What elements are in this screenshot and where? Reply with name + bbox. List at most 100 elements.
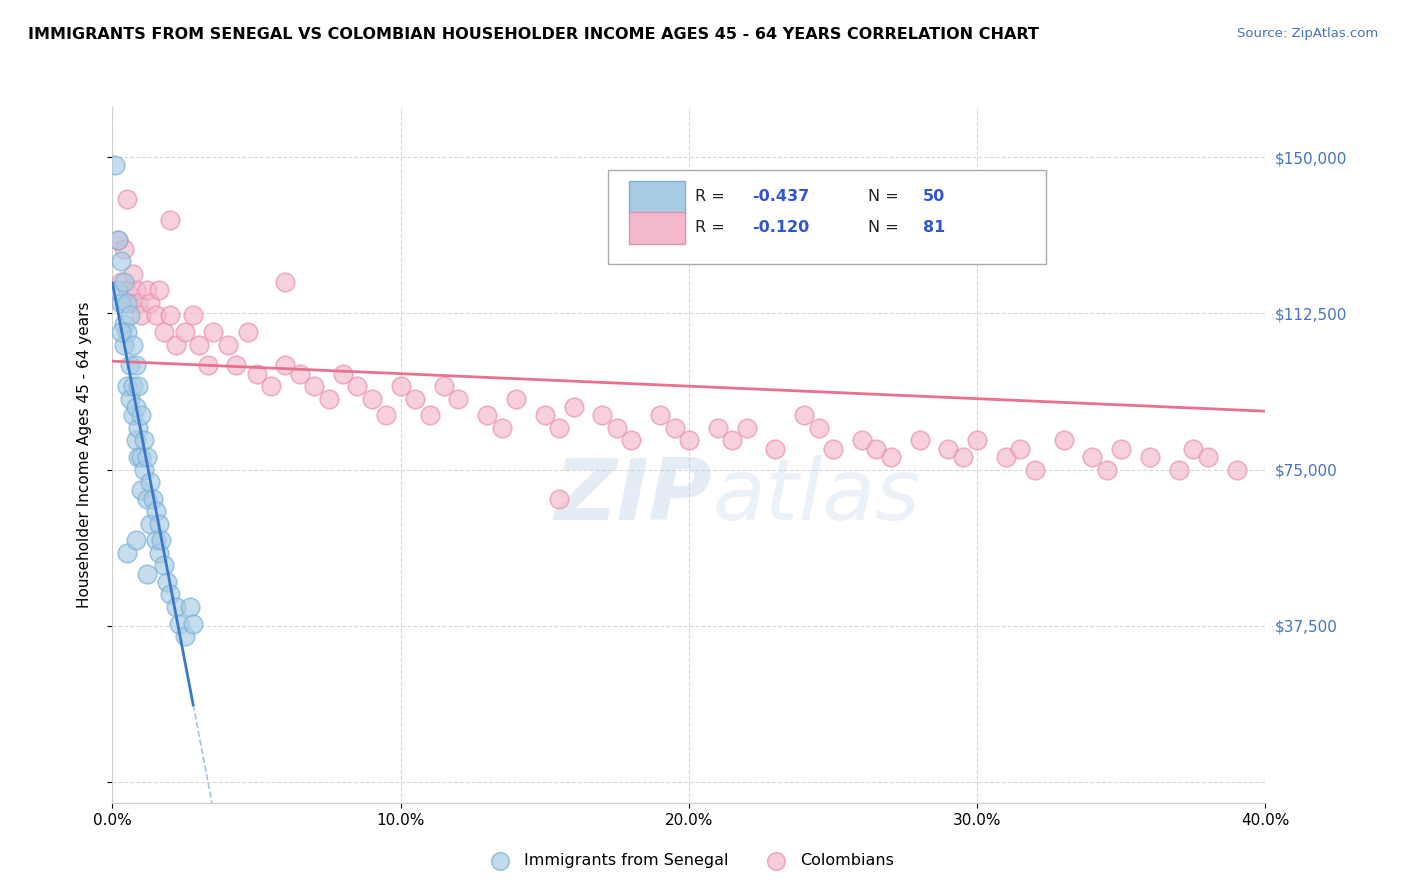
Point	[592, 409, 614, 423]
Point	[1111, 442, 1133, 456]
Point	[475, 409, 498, 423]
Y-axis label: Householder Income Ages 45 - 64 years: Householder Income Ages 45 - 64 years	[77, 301, 91, 608]
Point	[136, 566, 159, 581]
Point	[491, 421, 513, 435]
Point	[159, 309, 181, 323]
Point	[404, 392, 426, 406]
Point	[148, 546, 170, 560]
Point	[678, 434, 700, 448]
Point	[245, 367, 267, 381]
Point	[115, 325, 138, 339]
Point	[110, 254, 132, 268]
Point	[153, 325, 176, 339]
Point	[115, 284, 138, 298]
Point	[145, 504, 167, 518]
Point	[274, 359, 297, 373]
Point	[124, 284, 146, 298]
Point	[129, 309, 153, 323]
Point	[995, 450, 1018, 464]
Point	[118, 296, 141, 310]
Point	[821, 442, 844, 456]
Point	[735, 421, 758, 435]
Point	[121, 267, 143, 281]
Point	[851, 434, 873, 448]
Text: Source: ZipAtlas.com: Source: ZipAtlas.com	[1237, 27, 1378, 40]
Point	[533, 409, 555, 423]
Point	[115, 192, 138, 206]
Point	[447, 392, 470, 406]
Point	[225, 359, 247, 373]
Point	[721, 434, 744, 448]
Text: -0.120: -0.120	[752, 220, 810, 235]
Point	[112, 242, 135, 256]
Point	[148, 284, 170, 298]
Point	[118, 359, 141, 373]
Point	[156, 574, 179, 589]
Point	[139, 296, 162, 310]
Point	[159, 212, 181, 227]
Point	[433, 379, 456, 393]
Point	[121, 337, 143, 351]
Point	[118, 392, 141, 406]
Text: -0.437: -0.437	[752, 188, 810, 203]
Point	[1197, 450, 1219, 464]
Point	[173, 325, 195, 339]
Point	[136, 491, 159, 506]
Point	[136, 284, 159, 298]
Point	[134, 434, 156, 448]
Point	[375, 409, 398, 423]
Point	[129, 409, 153, 423]
Point	[952, 450, 974, 464]
Text: R =: R =	[695, 188, 730, 203]
Point	[179, 599, 201, 614]
Point	[142, 491, 165, 506]
Point	[107, 233, 129, 247]
FancyBboxPatch shape	[609, 169, 1046, 263]
Point	[1182, 442, 1205, 456]
Point	[167, 616, 190, 631]
Point	[104, 158, 127, 172]
Point	[159, 587, 181, 601]
Point	[124, 533, 146, 548]
Point	[332, 367, 354, 381]
Point	[110, 275, 132, 289]
Point	[107, 284, 129, 298]
Point	[1226, 462, 1249, 476]
Point	[129, 483, 153, 498]
Point	[304, 379, 326, 393]
Point	[139, 475, 162, 489]
Point	[1052, 434, 1074, 448]
Point	[107, 233, 129, 247]
Text: R =: R =	[695, 220, 730, 235]
Point	[288, 367, 311, 381]
Point	[648, 409, 672, 423]
Point	[807, 421, 830, 435]
Point	[1139, 450, 1161, 464]
Point	[274, 275, 297, 289]
Point	[346, 379, 368, 393]
Point	[124, 359, 146, 373]
Point	[124, 400, 146, 414]
Text: 81: 81	[922, 220, 945, 235]
Point	[548, 491, 571, 506]
Point	[360, 392, 382, 406]
Point	[153, 558, 176, 573]
Point	[127, 421, 149, 435]
Point	[505, 392, 527, 406]
Point	[260, 379, 283, 393]
Point	[202, 325, 225, 339]
Point	[620, 434, 643, 448]
Point	[148, 516, 170, 531]
Point	[121, 409, 143, 423]
Point	[389, 379, 412, 393]
Point	[197, 359, 219, 373]
Text: IMMIGRANTS FROM SENEGAL VS COLOMBIAN HOUSEHOLDER INCOME AGES 45 - 64 YEARS CORRE: IMMIGRANTS FROM SENEGAL VS COLOMBIAN HOU…	[28, 27, 1039, 42]
Legend: Immigrants from Senegal, Colombians: Immigrants from Senegal, Colombians	[478, 847, 900, 875]
Point	[127, 379, 149, 393]
Point	[115, 379, 138, 393]
Point	[129, 450, 153, 464]
Text: atlas: atlas	[711, 455, 920, 538]
Point	[1095, 462, 1118, 476]
Point	[765, 442, 787, 456]
Point	[145, 309, 167, 323]
